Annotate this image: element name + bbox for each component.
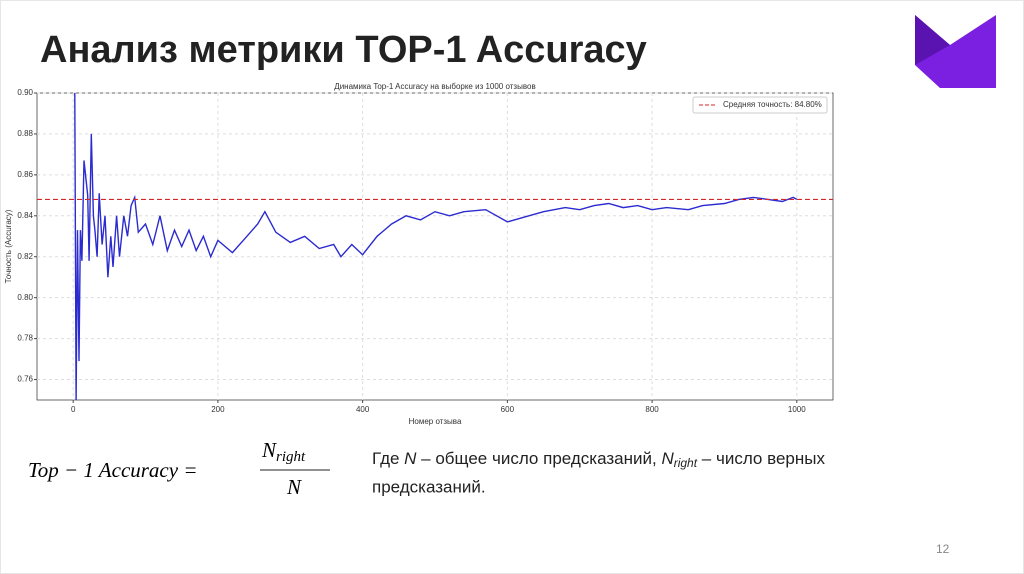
- y-tick-label: 0.80: [17, 293, 33, 302]
- x-axis-label: Номер отзыва: [409, 417, 462, 426]
- chart: Динамика Top-1 Accuracy на выборке из 10…: [4, 82, 834, 426]
- y-tick-label: 0.78: [17, 334, 33, 343]
- formula-numerator: Nright: [261, 438, 306, 466]
- plot-area: [36, 92, 834, 401]
- legend-label: Средняя точность: 84.80%: [723, 100, 822, 109]
- y-tick-label: 0.86: [17, 170, 33, 179]
- desc-part: – число верных: [697, 449, 825, 468]
- y-tick-label: 0.90: [17, 88, 33, 97]
- description-line2: предсказаний.: [372, 477, 486, 496]
- formula-sub: right: [276, 449, 306, 465]
- desc-sub: right: [674, 456, 698, 470]
- y-tick-label: 0.82: [17, 252, 33, 261]
- chart-title: Динамика Top-1 Accuracy на выборке из 10…: [334, 82, 535, 91]
- y-axis-label: Точность (Accuracy): [4, 209, 13, 283]
- x-tick-label: 200: [211, 405, 225, 414]
- x-tick-label: 600: [501, 405, 515, 414]
- y-tick-label: 0.76: [17, 375, 33, 384]
- logo-part: [915, 15, 950, 65]
- description: Где N – общее число предсказаний, Nright…: [372, 449, 825, 470]
- page-number: 12: [936, 542, 950, 556]
- desc-n: N: [404, 449, 417, 468]
- formula-n: N: [261, 438, 277, 462]
- data-line: [74, 93, 798, 400]
- y-tick-label: 0.84: [17, 211, 33, 220]
- x-tick-label: 800: [645, 405, 659, 414]
- x-tick-label: 1000: [788, 405, 806, 414]
- desc-n: N: [661, 449, 674, 468]
- legend-box: [692, 96, 828, 114]
- formula-left: Top − 1 Accuracy =: [28, 458, 198, 482]
- x-tick-label: 0: [71, 405, 76, 414]
- desc-part: Где: [372, 449, 404, 468]
- desc-part: – общее число предсказаний,: [416, 449, 661, 468]
- formula-denominator: N: [286, 475, 302, 499]
- y-tick-label: 0.88: [17, 129, 33, 138]
- x-tick-label: 400: [356, 405, 370, 414]
- slide-title: Анализ метрики TOP-1 Accuracy: [40, 29, 647, 71]
